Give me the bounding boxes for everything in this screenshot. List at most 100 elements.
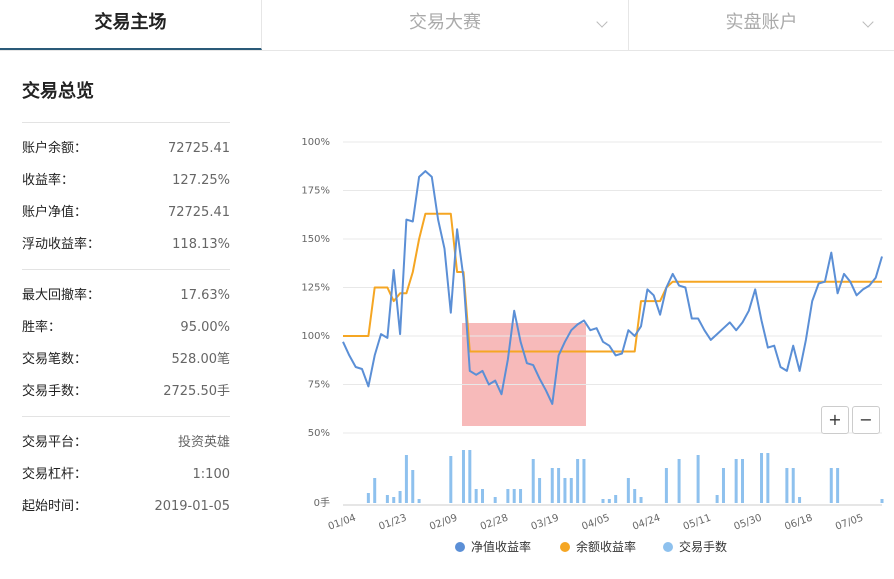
legend-label: 余额收益率 (576, 539, 636, 554)
legend-label: 净值收益率 (471, 539, 531, 554)
stat-value: 2725.50手 (163, 384, 230, 399)
volume-bar (392, 497, 396, 503)
stat-label: 账户余额： (22, 141, 88, 156)
volume-bar (639, 497, 643, 503)
volume-bar (607, 499, 611, 503)
stat-value: 2019-01-05 (154, 499, 230, 514)
volume-bar (531, 459, 535, 503)
stat-group: 交易平台： 投资英雄 交易杠杆： 1:100 起始时间： 2019-01-05 (22, 417, 230, 531)
stat-value: 95.00% (180, 320, 230, 335)
volume-bar (715, 495, 719, 503)
x-tick-label: 03/19 (530, 513, 561, 533)
volume-bar (633, 489, 637, 503)
legend-swatch (455, 542, 465, 552)
stat-label: 交易笔数： (22, 352, 88, 367)
stat-label: 交易杠杆： (22, 467, 88, 482)
volume-bar (557, 468, 561, 503)
tab-label: 交易大赛 (409, 12, 481, 33)
volume-bar (760, 453, 764, 503)
x-tick-label: 04/24 (631, 513, 662, 533)
volume-bar (576, 459, 580, 503)
x-tick-label: 02/28 (479, 513, 510, 533)
volume-bar (740, 459, 744, 503)
y2-tick-label: 0手 (314, 496, 330, 509)
stat-row: 交易笔数： 528.00笔 (22, 344, 230, 376)
zoom-in-button[interactable]: + (821, 406, 849, 434)
stat-value: 72725.41 (167, 205, 230, 220)
volume-bar (582, 459, 586, 503)
y-tick-label: 125% (301, 283, 330, 294)
volume-bar (798, 497, 802, 503)
y-tick-label: 175% (301, 186, 330, 197)
volume-bar (677, 459, 681, 503)
volume-bar (880, 499, 884, 503)
legend-label: 交易手数 (679, 539, 727, 554)
x-tick-label: 05/11 (682, 513, 713, 533)
stat-label: 收益率： (22, 173, 75, 188)
volume-bar (550, 468, 554, 503)
volume-bar (721, 468, 725, 503)
volume-bar (417, 499, 421, 503)
y-tick-label: 150% (301, 234, 330, 245)
volume-bar (481, 489, 485, 503)
x-tick-label: 04/05 (580, 513, 611, 533)
stat-row: 起始时间： 2019-01-05 (22, 491, 230, 523)
tab-label: 实盘账户 (725, 12, 798, 33)
volume-bar (398, 491, 402, 503)
tab-bar: 交易主场 交易大赛 实盘账户 (0, 0, 894, 51)
stat-label: 最大回撤率： (22, 288, 101, 303)
volume-bar (836, 468, 840, 503)
stat-value: 17.63% (180, 288, 230, 303)
volume-bar (449, 456, 453, 503)
volume-bar (519, 489, 523, 503)
stat-label: 浮动收益率： (22, 237, 101, 252)
x-tick-label: 01/04 (327, 513, 358, 533)
stat-row: 浮动收益率： 118.13% (22, 229, 230, 261)
volume-bar (601, 499, 605, 503)
volume-bar (664, 468, 668, 503)
volume-bar (626, 478, 630, 503)
volume-bar (373, 478, 377, 503)
volume-bar (493, 497, 497, 503)
x-tick-label: 02/09 (428, 513, 459, 533)
x-tick-label: 01/23 (377, 513, 408, 533)
tab[interactable]: 交易主场 (0, 0, 262, 50)
stat-label: 账户净值： (22, 205, 88, 220)
legend-swatch (663, 542, 673, 552)
volume-bar (766, 453, 770, 503)
volume-bar (461, 450, 465, 503)
stat-value: 72725.41 (167, 141, 230, 156)
volume-bar (696, 455, 700, 503)
y-tick-label: 75% (308, 380, 330, 391)
x-tick-label: 07/05 (834, 513, 865, 533)
tab[interactable]: 交易大赛 (262, 0, 629, 50)
stat-label: 交易手数： (22, 384, 88, 399)
zoom-out-button[interactable]: − (852, 406, 880, 434)
stat-group: 账户余额： 72725.41 收益率： 127.25% 账户净值： 72725.41 浮动收… (22, 123, 230, 270)
volume-bar (468, 450, 472, 503)
stat-value: 127.25% (172, 173, 230, 188)
stat-row: 账户净值： 72725.41 (22, 197, 230, 229)
overview-panel: 交易总览 账户余额： 72725.41 收益率： 127.25% 账户净值： 72725.… (22, 70, 230, 531)
volume-bar (791, 468, 795, 503)
x-tick-label: 05/30 (733, 513, 764, 533)
volume-bar (785, 468, 789, 503)
stat-row: 账户余额： 72725.41 (22, 133, 230, 165)
stat-row: 胜率： 95.00% (22, 312, 230, 344)
stat-label: 起始时间： (22, 499, 88, 514)
volume-bar (366, 493, 370, 503)
stat-row: 最大回撤率： 17.63% (22, 280, 230, 312)
stat-row: 收益率： 127.25% (22, 165, 230, 197)
volume-bar (569, 478, 573, 503)
tab[interactable]: 实盘账户 (629, 0, 894, 50)
series-line (343, 212, 882, 353)
stat-label: 交易平台： (22, 435, 88, 450)
volume-bar (734, 459, 738, 503)
x-tick-label: 06/18 (783, 513, 814, 533)
volume-bar (614, 495, 618, 503)
volume-bar (563, 478, 567, 503)
series-line (342, 170, 883, 405)
volume-bar (385, 495, 389, 503)
stat-group: 最大回撤率： 17.63% 胜率： 95.00% 交易笔数： 528.00笔交易手数： 27… (22, 270, 230, 417)
